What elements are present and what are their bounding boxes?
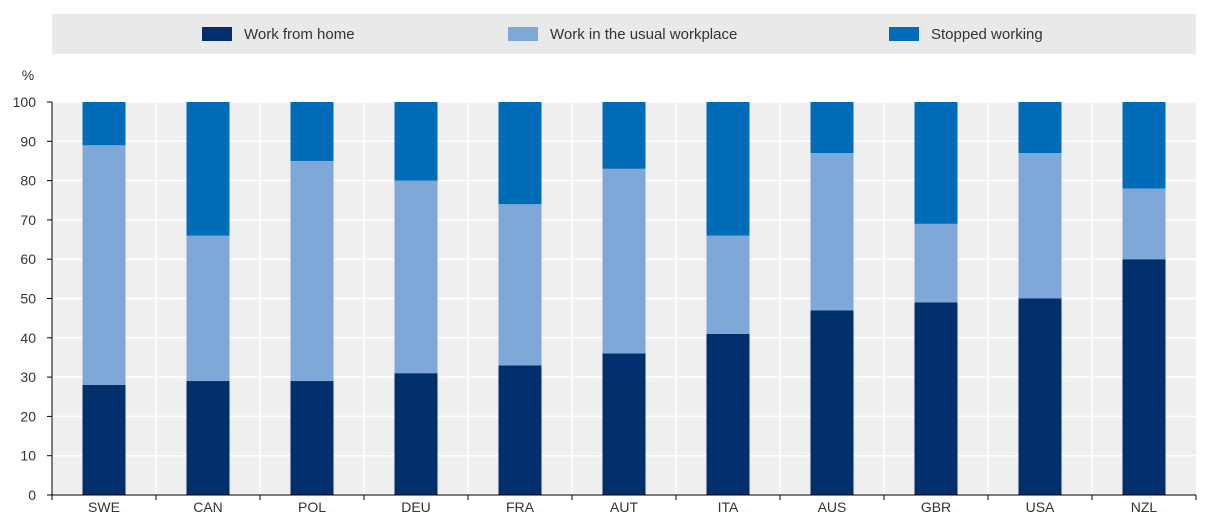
x-tick-label: USA	[1026, 499, 1055, 515]
bar-segment-ita-series-1	[707, 236, 750, 334]
y-tick-label: 60	[20, 251, 36, 267]
bar-segment-gbr-series-2	[915, 102, 958, 224]
x-tick-label: AUT	[610, 499, 638, 515]
bar-segment-pol-series-1	[291, 161, 334, 381]
bar-segment-nzl-series-2	[1123, 102, 1166, 188]
bar-segment-gbr-series-1	[915, 224, 958, 303]
bar-segment-can-series-0	[187, 381, 230, 495]
bar-segment-swe-series-0	[83, 385, 126, 495]
bar-segment-nzl-series-0	[1123, 259, 1166, 495]
x-tick-label: CAN	[193, 499, 223, 515]
y-tick-label: 90	[20, 133, 36, 149]
bar-segment-aus-series-0	[811, 310, 854, 495]
bar-segment-pol-series-0	[291, 381, 334, 495]
y-tick-label: 20	[20, 408, 36, 424]
bar-segment-fra-series-0	[499, 365, 542, 495]
x-tick-label: POL	[298, 499, 326, 515]
x-tick-label: NZL	[1131, 499, 1158, 515]
y-tick-label: 30	[20, 369, 36, 385]
bar-segment-fra-series-2	[499, 102, 542, 204]
x-tick-label: ITA	[718, 499, 739, 515]
bar-segment-usa-series-0	[1019, 299, 1062, 496]
bar-segment-deu-series-2	[395, 102, 438, 181]
x-tick-label: SWE	[88, 499, 120, 515]
y-tick-label: 40	[20, 330, 36, 346]
bar-segment-swe-series-1	[83, 145, 126, 385]
y-tick-label: 80	[20, 173, 36, 189]
bar-segment-aus-series-1	[811, 153, 854, 310]
bar-segment-aut-series-2	[603, 102, 646, 169]
bar-segment-usa-series-2	[1019, 102, 1062, 153]
bar-segment-nzl-series-1	[1123, 188, 1166, 259]
y-axis-unit-label: %	[22, 67, 34, 83]
bar-segment-can-series-2	[187, 102, 230, 236]
x-tick-label: FRA	[506, 499, 535, 515]
bar-segment-ita-series-0	[707, 334, 750, 495]
bar-segment-can-series-1	[187, 236, 230, 381]
bar-segment-swe-series-2	[83, 102, 126, 145]
bar-segment-fra-series-1	[499, 204, 542, 365]
y-tick-label: 70	[20, 212, 36, 228]
x-tick-label: DEU	[401, 499, 431, 515]
bar-segment-aus-series-2	[811, 102, 854, 153]
bar-segment-deu-series-1	[395, 181, 438, 374]
bar-segment-deu-series-0	[395, 373, 438, 495]
bar-segment-aut-series-0	[603, 354, 646, 495]
y-tick-label: 0	[28, 487, 36, 503]
x-tick-label: AUS	[818, 499, 847, 515]
y-tick-label: 10	[20, 448, 36, 464]
bar-segment-aut-series-1	[603, 169, 646, 354]
bar-segment-pol-series-2	[291, 102, 334, 161]
bar-segment-ita-series-2	[707, 102, 750, 236]
x-tick-label: GBR	[921, 499, 951, 515]
bar-segment-usa-series-1	[1019, 153, 1062, 298]
y-tick-label: 100	[13, 94, 37, 110]
y-tick-label: 50	[20, 291, 36, 307]
bar-segment-gbr-series-0	[915, 302, 958, 495]
